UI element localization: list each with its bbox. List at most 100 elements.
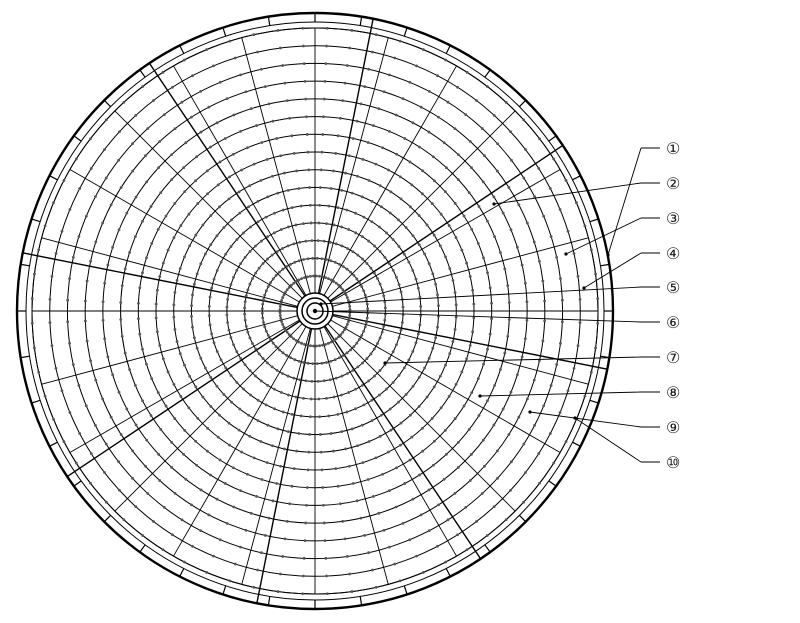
ring-dot: [538, 482, 541, 485]
callout-label-5: ⑤: [666, 280, 680, 297]
ring-dot: [440, 213, 443, 216]
ring-dot: [469, 275, 472, 278]
ring-dot: [257, 220, 260, 223]
ring-dot: [190, 315, 193, 318]
ring-dot: [365, 321, 368, 324]
ring-dot: [395, 276, 398, 279]
ring-dot: [340, 226, 343, 229]
ring-dot: [323, 98, 326, 101]
ring-dot: [269, 281, 272, 284]
ring-dot: [281, 555, 284, 558]
ring-dot: [52, 201, 55, 204]
ring-dot: [235, 269, 238, 272]
ring-dot: [549, 432, 552, 435]
ring-dot: [238, 190, 241, 193]
ring-dot: [232, 153, 235, 156]
ring-dot: [316, 257, 319, 260]
ring-dot: [205, 571, 208, 574]
ring-dot: [419, 323, 422, 326]
ring-dot: [448, 224, 451, 227]
ring-dot: [345, 326, 348, 329]
ring-dot: [352, 482, 355, 485]
ring-dot: [162, 262, 165, 265]
ring-dot: [390, 190, 393, 193]
ring-dot: [103, 148, 106, 151]
ring-dot: [533, 379, 536, 382]
ring-dot: [415, 278, 418, 281]
ring-dot: [481, 492, 484, 495]
ring-dot: [295, 170, 298, 173]
ring-dot: [86, 340, 89, 343]
ring-dot: [541, 280, 544, 283]
ring-dot: [318, 275, 321, 278]
leader-origin-dot: [383, 361, 386, 364]
ring-dot: [307, 257, 310, 260]
ring-dot: [230, 374, 233, 377]
ring-dot: [367, 551, 370, 554]
ring-dot: [110, 203, 113, 206]
ring-dot: [307, 362, 310, 365]
ring-dot: [286, 331, 289, 334]
ring-dot: [418, 474, 421, 477]
ring-dot: [319, 433, 322, 436]
ring-dot: [437, 116, 440, 119]
ring-dot: [318, 204, 321, 207]
ring-dot: [371, 200, 374, 203]
ring-dot: [409, 161, 412, 164]
ring-dot: [590, 248, 593, 251]
ring-dot: [342, 265, 345, 268]
ring-dot: [437, 304, 440, 307]
ring-dot: [537, 452, 540, 455]
ring-dot: [171, 533, 174, 536]
ring-dot: [456, 533, 459, 536]
ring-dot: [565, 440, 568, 443]
ring-dot: [137, 317, 140, 320]
ring-dot: [228, 422, 231, 425]
ring-dot: [216, 385, 219, 388]
ring-dot: [373, 245, 376, 248]
ring-dot: [418, 243, 421, 246]
ring-dot: [432, 464, 435, 467]
ring-dot: [72, 363, 75, 366]
ring-dot: [490, 302, 493, 305]
ring-dot: [307, 468, 310, 471]
ring-dot: [194, 440, 197, 443]
ring-dot: [360, 517, 363, 520]
ring-dot: [346, 64, 349, 67]
ring-dot: [457, 153, 460, 156]
ring-dot: [248, 184, 251, 187]
circular-diagram: ①②③④⑤⑥⑦⑧⑨⑩: [0, 0, 800, 623]
ring-dot: [358, 338, 361, 341]
ring-dot: [505, 101, 508, 104]
ring-dot: [407, 358, 410, 361]
ring-dot: [510, 228, 513, 231]
ring-dot: [559, 208, 562, 211]
ring-dot: [555, 363, 558, 366]
ring-dot: [199, 262, 202, 265]
ring-dot: [399, 580, 402, 583]
ring-dot: [343, 291, 346, 294]
ring-dot: [508, 301, 511, 304]
ring-dot: [291, 485, 294, 488]
ring-dot: [246, 473, 249, 476]
ring-dot: [361, 461, 364, 464]
ring-dot: [204, 253, 207, 256]
ring-dot: [217, 436, 220, 439]
ring-dot: [77, 384, 80, 387]
ring-dot: [325, 397, 328, 400]
ring-dot: [383, 90, 386, 93]
ring-dot: [584, 225, 587, 228]
ring-dot: [552, 158, 555, 161]
ring-dot: [207, 106, 210, 109]
ring-dot: [170, 441, 173, 444]
ring-dot: [220, 261, 223, 264]
ring-dot: [346, 323, 349, 326]
ring-dot: [295, 450, 298, 453]
ring-dot: [69, 208, 72, 211]
ring-dot: [292, 282, 295, 285]
ring-dot: [452, 279, 455, 282]
ring-dot: [324, 539, 327, 542]
ring-dot: [302, 575, 305, 578]
ring-dot: [228, 198, 231, 201]
ring-dot: [509, 130, 512, 133]
